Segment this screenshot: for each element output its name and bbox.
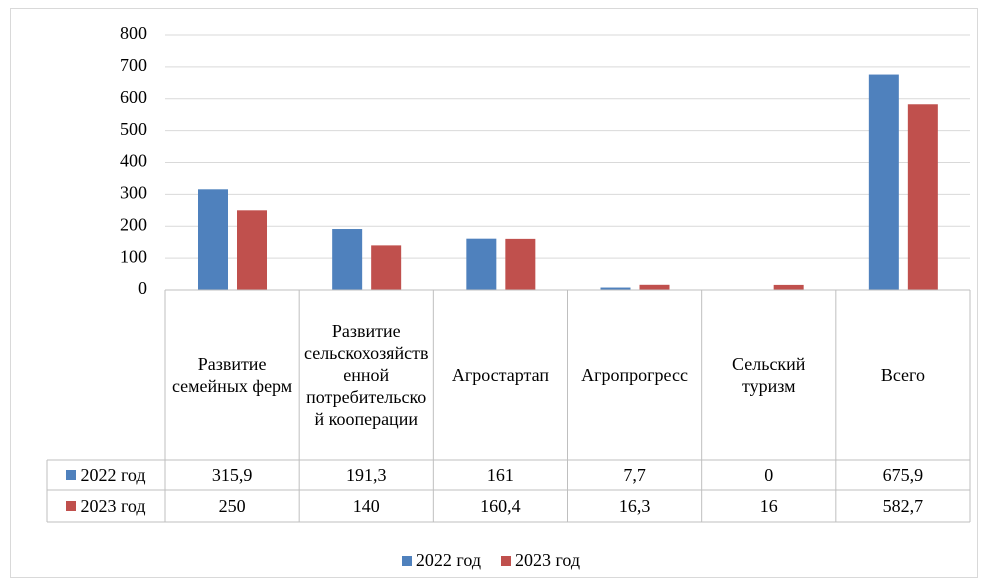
table-value: 16: [759, 496, 778, 516]
category-label: Сельский туризм: [732, 354, 806, 396]
legend-item: 2022 год: [401, 550, 481, 570]
legend-label: 2023 год: [515, 550, 581, 570]
legend-key: [401, 556, 412, 566]
legend-key: [66, 501, 77, 511]
table-value: 7,7: [623, 465, 646, 485]
bar: [466, 238, 497, 290]
table-value: 191,3: [345, 465, 387, 485]
y-tick-label: 600: [120, 87, 147, 107]
y-tick-label: 400: [120, 151, 147, 171]
y-tick-label: 100: [120, 246, 147, 266]
table-value: 140: [352, 496, 380, 516]
chart-frame: [10, 8, 978, 578]
series-row-header: 2023 год: [47, 490, 165, 522]
bar: [868, 74, 899, 290]
y-tick-label: 0: [138, 278, 147, 298]
series-name: 2023 год: [80, 496, 146, 516]
bar: [371, 245, 402, 290]
bar: [773, 284, 804, 290]
table-value: 0: [764, 465, 774, 485]
y-tick-label: 700: [120, 55, 147, 75]
table-value: 161: [486, 465, 514, 485]
table-value: 675,9: [882, 465, 924, 485]
legend-label: 2022 год: [415, 550, 481, 570]
bar: [639, 284, 670, 290]
legend-key: [66, 470, 77, 480]
bar: [332, 229, 363, 290]
series-name: 2022 год: [80, 465, 146, 485]
y-tick-label: 800: [120, 23, 147, 43]
category-label: Всего: [880, 365, 925, 385]
bar: [907, 104, 938, 290]
y-tick-label: 500: [120, 119, 147, 139]
category-label: Развитие сельскохозяйственной потребител…: [304, 321, 429, 429]
category-label: Развитие семейных ферм: [171, 354, 293, 396]
bar: [505, 238, 536, 290]
y-tick-label: 300: [120, 183, 147, 203]
series-row-header: 2022 год: [47, 460, 165, 490]
table-value: 160,4: [480, 496, 521, 516]
legend-key: [501, 556, 511, 566]
bar: [237, 210, 267, 290]
bar: [198, 189, 228, 290]
legend: 2022 год 2023 год: [0, 550, 982, 571]
legend-item: 2023 год: [501, 550, 580, 570]
table-value: 16,3: [618, 496, 651, 516]
category-label: Агростартап: [451, 365, 549, 385]
category-label: Агропрогресс: [581, 365, 688, 385]
table-value: 250: [218, 496, 246, 516]
table-value: 315,9: [211, 465, 253, 485]
bar: [600, 287, 631, 290]
table-value: 582,7: [882, 496, 924, 516]
y-tick-label: 200: [120, 214, 147, 234]
